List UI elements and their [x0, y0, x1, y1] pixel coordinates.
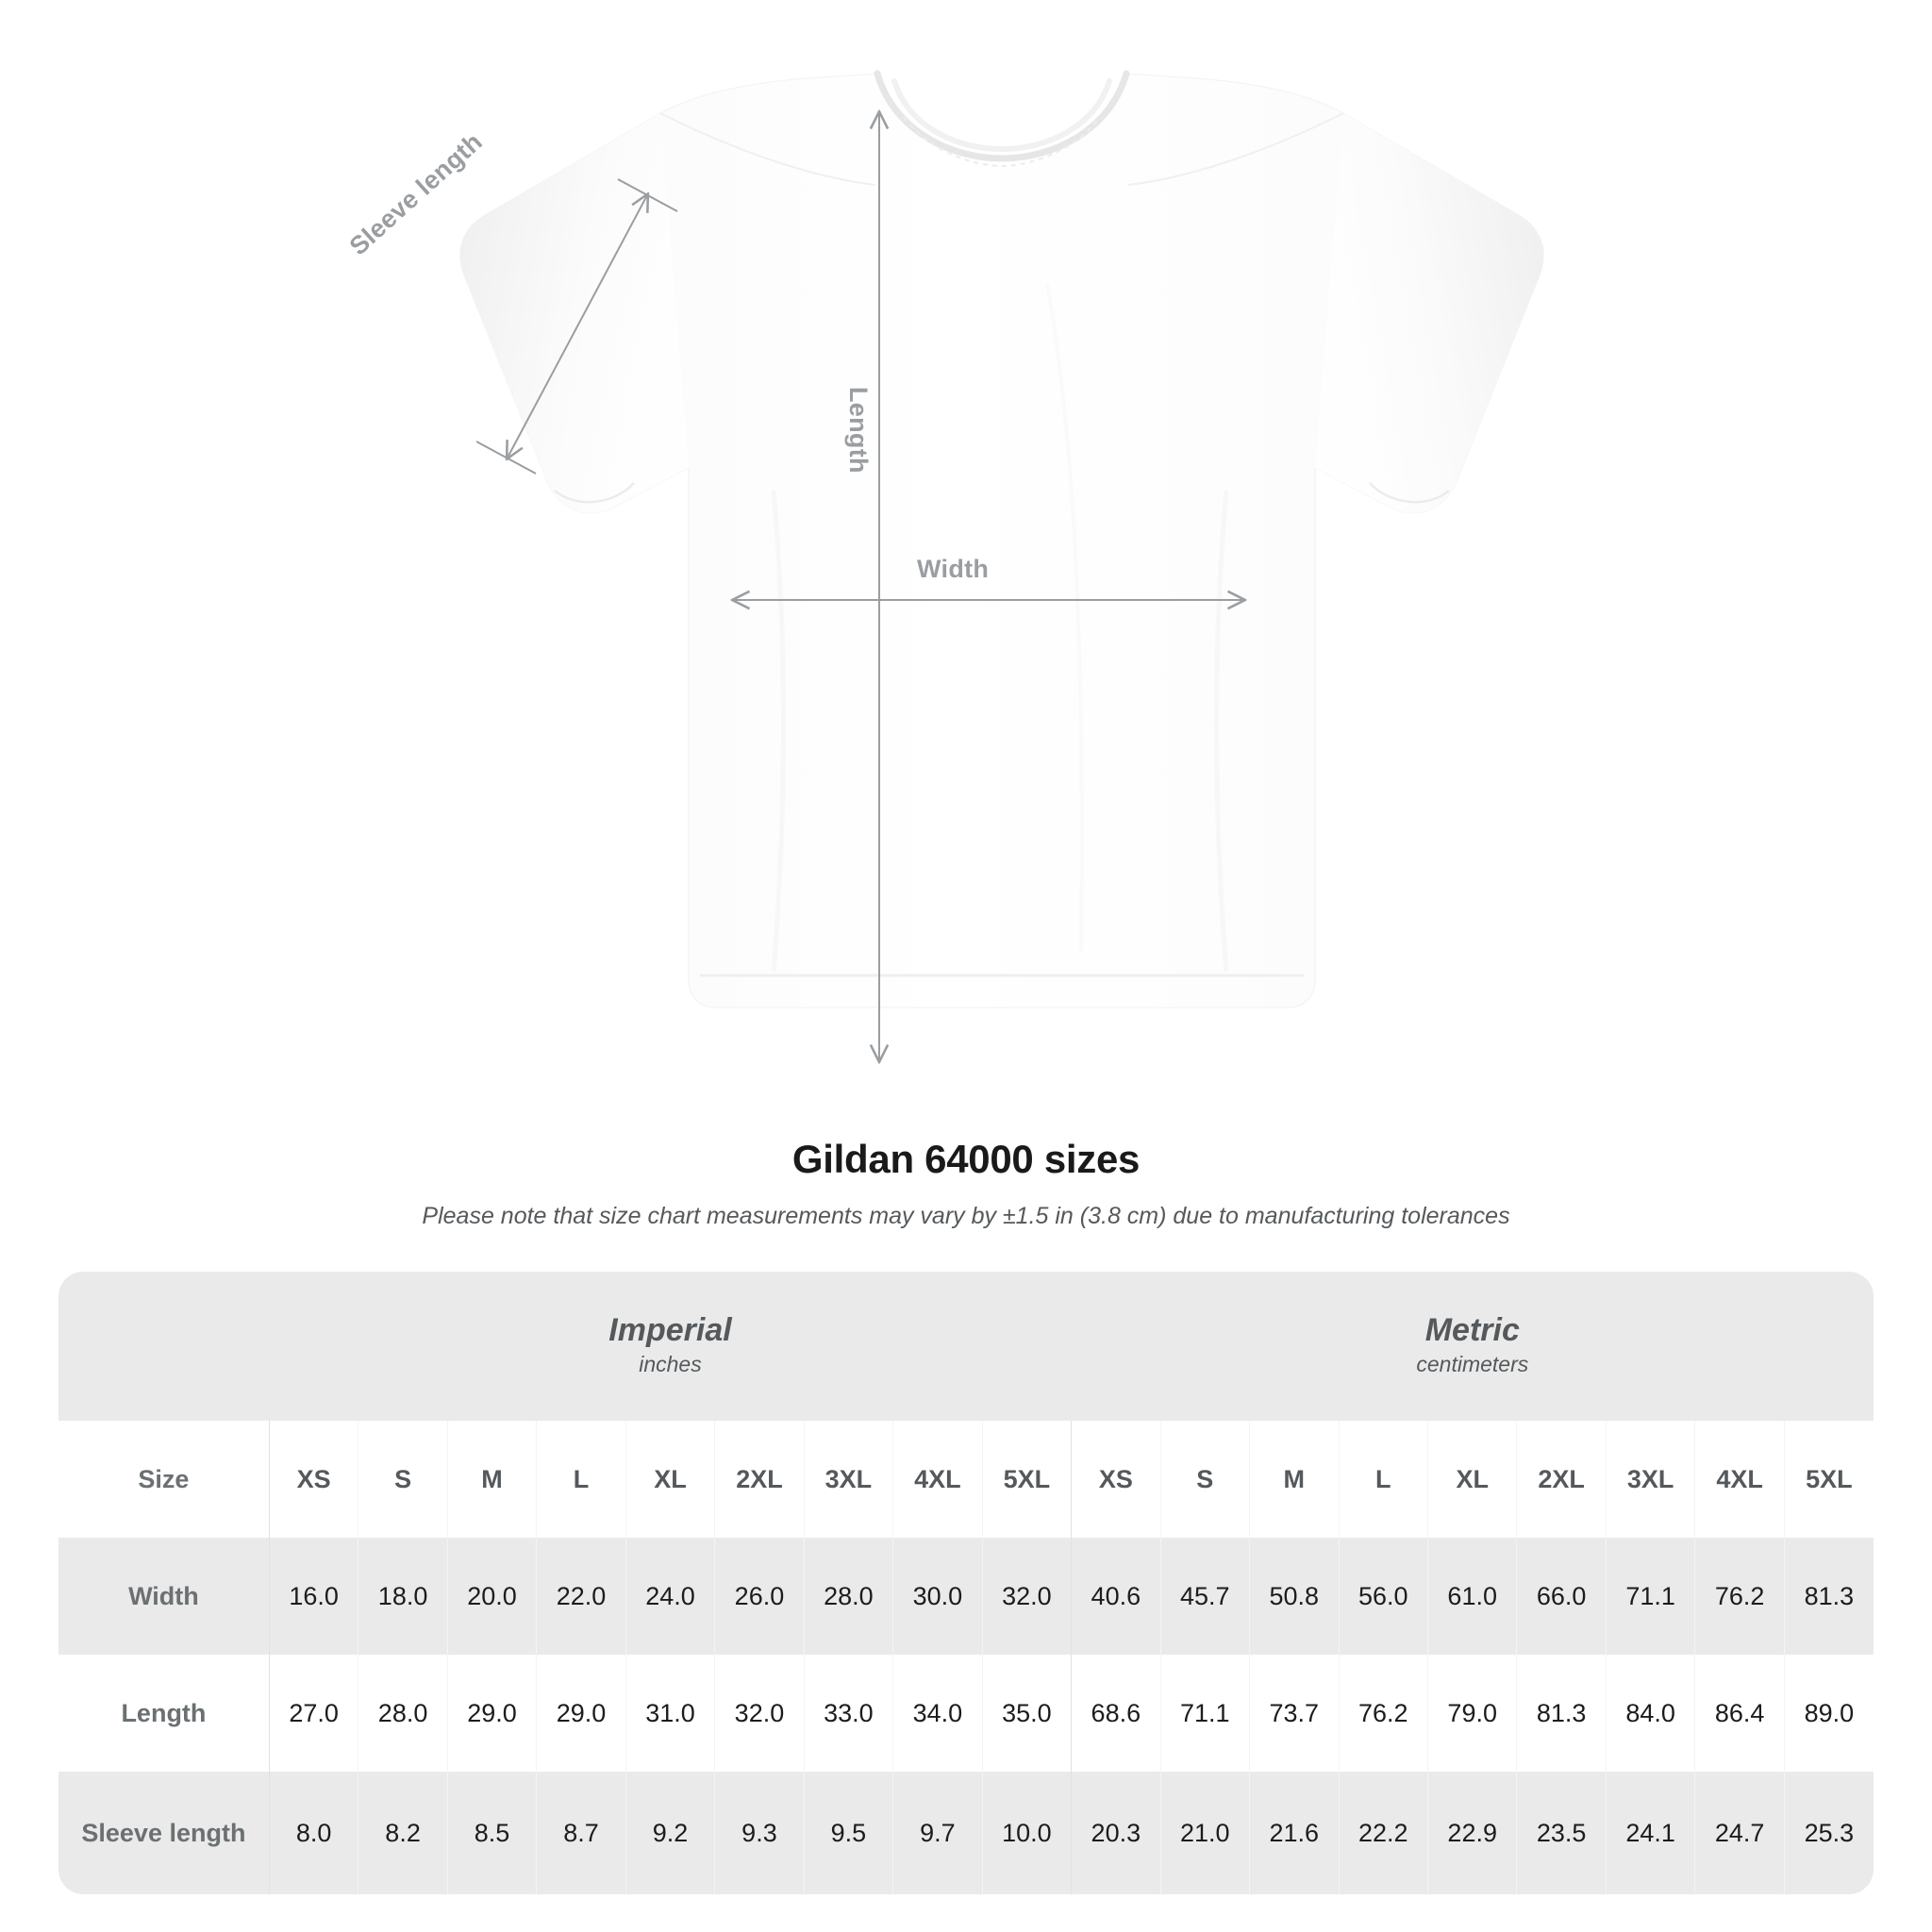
size-col-metric-s: S	[1159, 1421, 1250, 1538]
table-row: Length 27.0 28.0 29.0 29.0 31.0 32.0 33.…	[58, 1655, 1874, 1772]
sleeve-length-dimension-arrow	[475, 178, 678, 475]
cell-length-imperial-xs: 27.0	[268, 1655, 358, 1772]
unit-group-imperial-subtitle: inches	[639, 1351, 702, 1376]
cell-length-imperial-2xl: 32.0	[714, 1655, 805, 1772]
cell-sleeve-metric-l: 22.2	[1338, 1772, 1428, 1894]
cell-width-metric-m: 50.8	[1249, 1538, 1339, 1655]
cell-length-metric-4xl: 86.4	[1694, 1655, 1785, 1772]
cell-width-imperial-xl: 24.0	[625, 1538, 715, 1655]
size-col-metric-l: L	[1338, 1421, 1428, 1538]
cell-width-imperial-3xl: 28.0	[803, 1538, 893, 1655]
unit-group-metric-subtitle: centimeters	[1416, 1351, 1529, 1376]
cell-sleeve-imperial-l: 8.7	[536, 1772, 626, 1894]
length-dimension-label: Length	[844, 387, 873, 474]
unit-group-spacer	[58, 1272, 270, 1421]
cell-sleeve-metric-xl: 22.9	[1426, 1772, 1517, 1894]
cell-sleeve-imperial-3xl: 9.5	[803, 1772, 893, 1894]
cell-width-metric-s: 45.7	[1159, 1538, 1250, 1655]
tolerance-note: Please note that size chart measurements…	[422, 1203, 1510, 1229]
cell-sleeve-imperial-s: 8.2	[358, 1772, 448, 1894]
cell-length-metric-s: 71.1	[1159, 1655, 1250, 1772]
cell-sleeve-metric-s: 21.0	[1159, 1772, 1250, 1894]
cell-sleeve-metric-xs: 20.3	[1071, 1772, 1161, 1894]
cell-width-metric-3xl: 71.1	[1605, 1538, 1695, 1655]
unit-group-imperial: Imperial inches	[269, 1272, 1072, 1421]
cell-width-imperial-l: 22.0	[536, 1538, 626, 1655]
cell-width-metric-2xl: 66.0	[1516, 1538, 1607, 1655]
size-col-metric-2xl: 2XL	[1516, 1421, 1607, 1538]
cell-length-metric-5xl: 89.0	[1783, 1655, 1874, 1772]
size-col-metric-3xl: 3XL	[1605, 1421, 1695, 1538]
size-col-imperial-xl: XL	[625, 1421, 715, 1538]
cell-sleeve-imperial-5xl: 10.0	[981, 1772, 1072, 1894]
row-label-length: Length	[58, 1655, 270, 1772]
cell-length-imperial-l: 29.0	[536, 1655, 626, 1772]
page-title: Gildan 64000 sizes	[791, 1137, 1141, 1181]
cell-sleeve-imperial-4xl: 9.7	[892, 1772, 983, 1894]
cell-length-metric-m: 73.7	[1249, 1655, 1339, 1772]
cell-width-imperial-xs: 16.0	[268, 1538, 358, 1655]
cell-sleeve-imperial-xl: 9.2	[625, 1772, 715, 1894]
size-col-imperial-s: S	[358, 1421, 448, 1538]
size-col-metric-m: M	[1249, 1421, 1339, 1538]
cell-length-metric-2xl: 81.3	[1516, 1655, 1607, 1772]
size-col-imperial-l: L	[536, 1421, 626, 1538]
cell-length-imperial-s: 28.0	[358, 1655, 448, 1772]
width-dimension-label: Width	[917, 555, 990, 583]
unit-group-imperial-title: Imperial	[608, 1311, 732, 1348]
cell-sleeve-metric-4xl: 24.7	[1694, 1772, 1785, 1894]
cell-length-metric-l: 76.2	[1338, 1655, 1428, 1772]
cell-sleeve-imperial-xs: 8.0	[268, 1772, 358, 1894]
cell-length-imperial-xl: 31.0	[625, 1655, 715, 1772]
size-col-imperial-2xl: 2XL	[714, 1421, 805, 1538]
size-col-metric-4xl: 4XL	[1694, 1421, 1785, 1538]
cell-width-metric-xs: 40.6	[1071, 1538, 1161, 1655]
cell-length-imperial-3xl: 33.0	[803, 1655, 893, 1772]
cell-sleeve-metric-m: 21.6	[1249, 1772, 1339, 1894]
cell-length-metric-3xl: 84.0	[1605, 1655, 1695, 1772]
row-label-width: Width	[58, 1538, 270, 1655]
tshirt-illustration	[459, 70, 1544, 1113]
size-col-metric-xs: XS	[1071, 1421, 1161, 1538]
cell-width-imperial-s: 18.0	[358, 1538, 448, 1655]
size-col-imperial-3xl: 3XL	[803, 1421, 893, 1538]
cell-length-imperial-4xl: 34.0	[892, 1655, 983, 1772]
shirt-body-shape	[459, 70, 1544, 1008]
cell-length-imperial-m: 29.0	[446, 1655, 537, 1772]
cell-length-imperial-5xl: 35.0	[981, 1655, 1072, 1772]
cell-width-imperial-2xl: 26.0	[714, 1538, 805, 1655]
size-chart-container: Imperial inches Metric centimeters Size …	[58, 1272, 1874, 1894]
size-col-imperial-xs: XS	[268, 1421, 358, 1538]
table-row: Width 16.0 18.0 20.0 22.0 24.0 26.0 28.0…	[58, 1538, 1874, 1655]
size-col-imperial-m: M	[446, 1421, 537, 1538]
cell-width-metric-5xl: 81.3	[1783, 1538, 1874, 1655]
table-row: Sleeve length 8.0 8.2 8.5 8.7 9.2 9.3 9.…	[58, 1772, 1874, 1894]
size-chart-table: Imperial inches Metric centimeters Size …	[58, 1272, 1874, 1894]
cell-width-imperial-5xl: 32.0	[981, 1538, 1072, 1655]
cell-width-metric-4xl: 76.2	[1694, 1538, 1785, 1655]
row-label-sleeve-length: Sleeve length	[58, 1772, 270, 1894]
cell-sleeve-metric-5xl: 25.3	[1783, 1772, 1874, 1894]
cell-width-metric-xl: 61.0	[1426, 1538, 1517, 1655]
size-header-row: Size XS S M L XL 2XL 3XL 4XL 5XL XS S M …	[58, 1421, 1874, 1538]
row-header-size-label: Size	[58, 1421, 270, 1538]
cell-sleeve-metric-2xl: 23.5	[1516, 1772, 1607, 1894]
cell-width-metric-l: 56.0	[1338, 1538, 1428, 1655]
cell-width-imperial-4xl: 30.0	[892, 1538, 983, 1655]
size-col-imperial-5xl: 5XL	[981, 1421, 1072, 1538]
cell-sleeve-metric-3xl: 24.1	[1605, 1772, 1695, 1894]
cell-sleeve-imperial-m: 8.5	[446, 1772, 537, 1894]
unit-group-row: Imperial inches Metric centimeters	[58, 1272, 1874, 1421]
unit-group-metric-title: Metric	[1424, 1311, 1520, 1348]
cell-length-metric-xl: 79.0	[1426, 1655, 1517, 1772]
cell-length-metric-xs: 68.6	[1071, 1655, 1161, 1772]
unit-group-metric: Metric centimeters	[1071, 1272, 1874, 1421]
size-col-metric-5xl: 5XL	[1783, 1421, 1874, 1538]
size-col-metric-xl: XL	[1426, 1421, 1517, 1538]
cell-sleeve-imperial-2xl: 9.3	[714, 1772, 805, 1894]
tshirt-diagram: Sleeve length Length Width	[344, 70, 1544, 1113]
cell-width-imperial-m: 20.0	[446, 1538, 537, 1655]
size-col-imperial-4xl: 4XL	[892, 1421, 983, 1538]
